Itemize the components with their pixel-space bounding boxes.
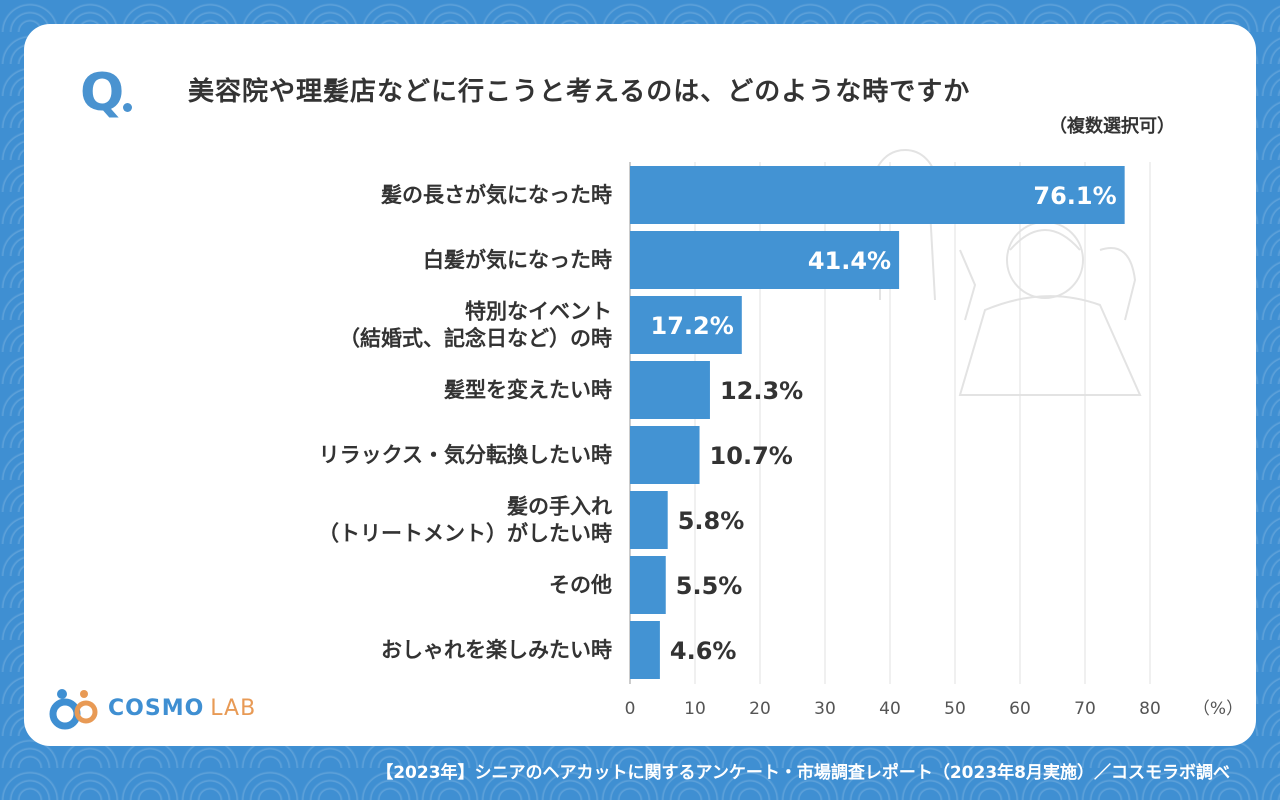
x-tick-label-50: 50 bbox=[944, 699, 966, 719]
value-label-5: 5.8% bbox=[678, 507, 745, 535]
bar-2 bbox=[630, 296, 742, 354]
value-label-6: 5.5% bbox=[676, 572, 743, 600]
x-tick-label-70: 70 bbox=[1074, 699, 1096, 719]
category-label-7-0: おしゃれを楽しみたい時 bbox=[381, 638, 612, 662]
category-label-4-0: リラックス・気分転換したい時 bbox=[319, 443, 612, 467]
x-tick-label-40: 40 bbox=[879, 699, 901, 719]
value-label-1: 41.4% bbox=[808, 247, 891, 275]
question-title: 美容院や理髪店などに行こうと考えるのは、どのような時ですか bbox=[188, 77, 971, 107]
source-footer: 【2023年】シニアのヘアカットに関するアンケート・市場調査レポート（2023年… bbox=[376, 763, 1230, 783]
x-tick-label-30: 30 bbox=[814, 699, 836, 719]
logo-main-text: COSMO bbox=[108, 696, 205, 721]
value-label-2: 17.2% bbox=[651, 312, 734, 340]
question-subtitle: （複数選択可） bbox=[1049, 116, 1175, 137]
value-label-3: 12.3% bbox=[720, 377, 803, 405]
bar-3 bbox=[630, 361, 710, 419]
category-label-2-0: 特別なイベント bbox=[465, 300, 612, 324]
value-label-4: 10.7% bbox=[710, 442, 793, 470]
x-tick-label-10: 10 bbox=[684, 699, 706, 719]
x-tick-label-0: 0 bbox=[625, 699, 636, 719]
x-tick-label-80: 80 bbox=[1139, 699, 1161, 719]
bar-0 bbox=[630, 166, 1125, 224]
bar-7 bbox=[630, 621, 660, 679]
category-label-3-0: 髪型を変えたい時 bbox=[443, 378, 612, 402]
category-label-5-1: （トリートメント）がしたい時 bbox=[318, 522, 612, 546]
x-tick-label-60: 60 bbox=[1009, 699, 1031, 719]
bar-4 bbox=[630, 426, 700, 484]
value-label-0: 76.1% bbox=[1033, 182, 1116, 210]
x-unit-label: （%） bbox=[1193, 699, 1243, 719]
value-label-7: 4.6% bbox=[670, 637, 737, 665]
bar-6 bbox=[630, 556, 666, 614]
cosmo-lab-logo-mark-icon bbox=[49, 689, 98, 730]
logo-sub-text: LAB bbox=[210, 696, 257, 721]
category-label-6-0: その他 bbox=[549, 573, 612, 597]
bar-1 bbox=[630, 231, 900, 289]
x-tick-label-20: 20 bbox=[749, 699, 771, 719]
category-label-5-0: 髪の手入れ bbox=[506, 495, 612, 519]
bar-5 bbox=[630, 491, 668, 549]
logo-text: COSMO LAB bbox=[108, 694, 256, 724]
question-mark-dot bbox=[123, 103, 132, 112]
cosmo-lab-logo: COSMO LAB bbox=[48, 686, 255, 730]
category-label-0-0: 髪の長さが気になった時 bbox=[380, 183, 612, 207]
category-label-1-0: 白髪が気になった時 bbox=[423, 248, 612, 272]
question-mark: Q bbox=[80, 63, 125, 123]
category-label-2-1: （結婚式、記念日など）の時 bbox=[339, 327, 612, 351]
